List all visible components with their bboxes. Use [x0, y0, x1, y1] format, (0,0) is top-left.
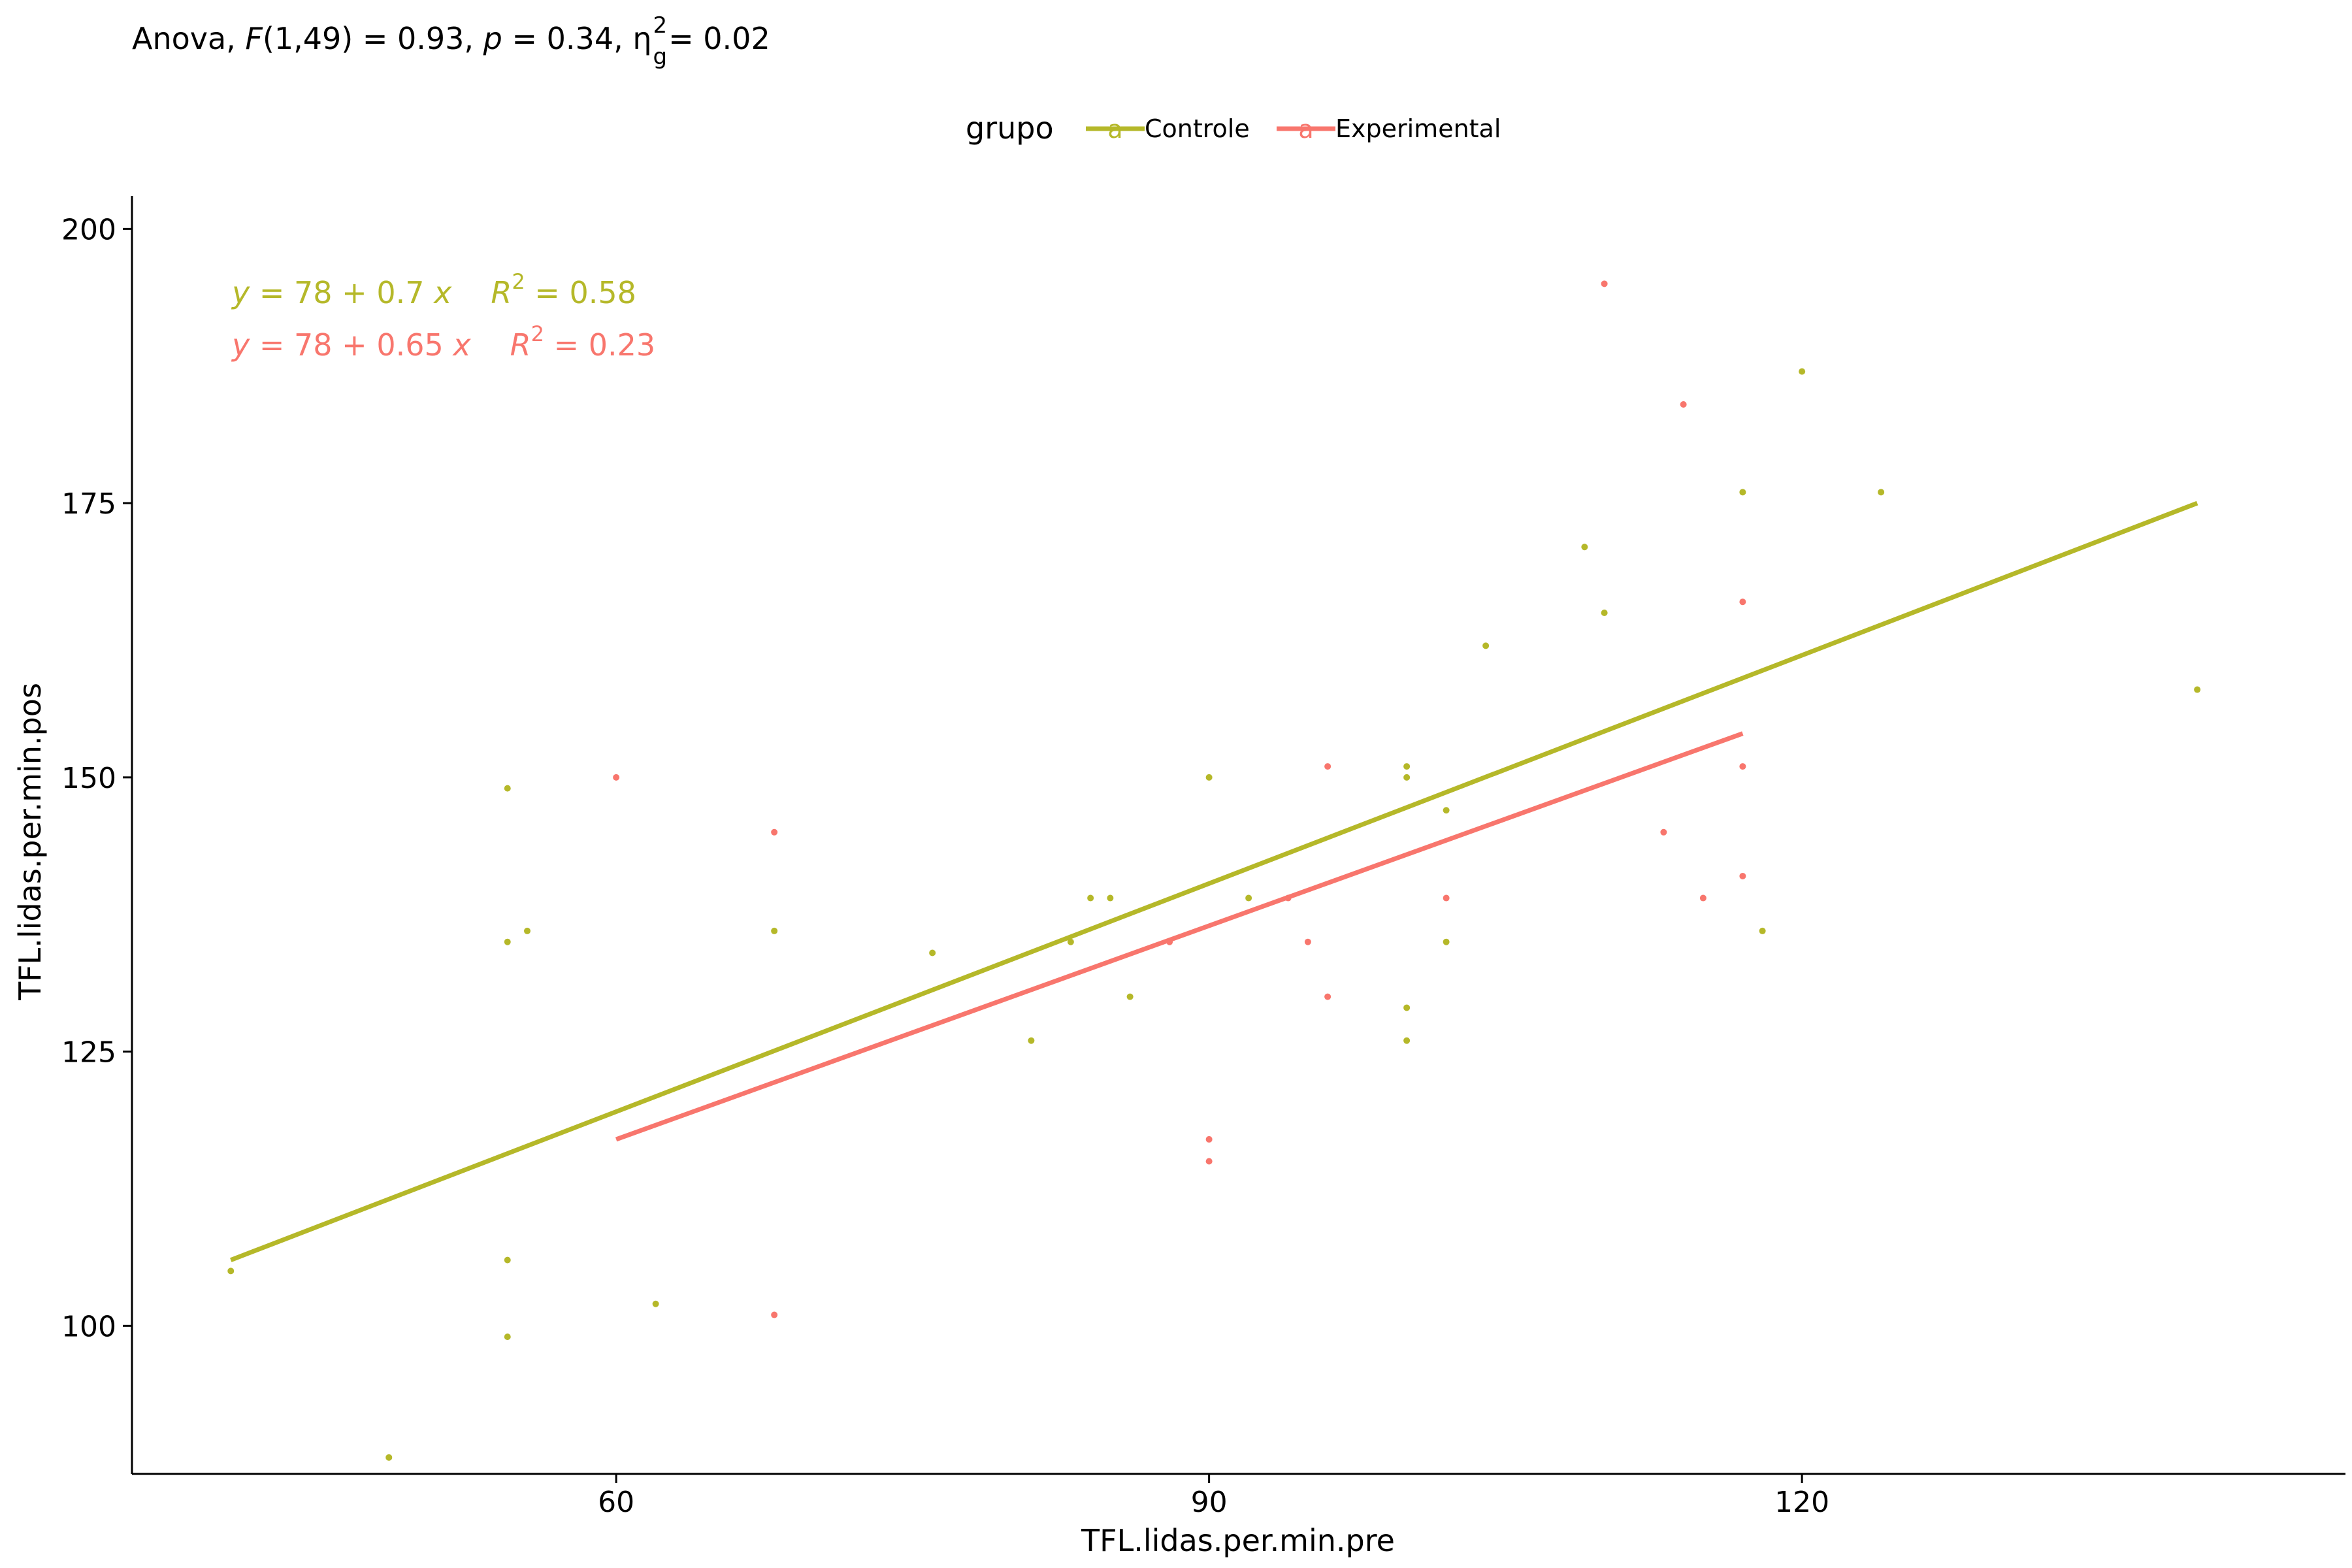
anova-prefix: Anova, [132, 21, 245, 56]
anova-eta-symbol: η [632, 21, 651, 56]
anova-annotation: Anova, F(1,49) = 0.93, p = 0.34, η [132, 21, 651, 56]
data-point-experimental [1205, 1158, 1213, 1165]
data-point-controle [1601, 610, 1608, 617]
data-point-controle [1205, 774, 1213, 781]
y-axis-ticks: 100 125 150 175 200 [61, 213, 132, 1343]
data-point-experimental [771, 828, 778, 836]
data-point-controle [1403, 1004, 1411, 1011]
y-axis-title: TFL.lidas.per.min.pos [12, 683, 48, 1001]
data-point-controle [1087, 894, 1094, 902]
data-point-experimental [1324, 993, 1331, 1000]
data-point-controle [1878, 489, 1885, 496]
data-point-controle [771, 927, 778, 934]
data-point-controle [1739, 489, 1746, 496]
data-point-experimental [613, 774, 620, 781]
data-point-experimental [1699, 894, 1707, 902]
x-tick-label: 60 [598, 1486, 634, 1519]
y-tick-label: 200 [61, 213, 116, 246]
data-point-controle [504, 1256, 511, 1264]
data-point-controle [1028, 1037, 1035, 1044]
data-point-controle [1581, 544, 1588, 551]
data-point-controle [1403, 763, 1411, 770]
data-point-experimental [1739, 763, 1746, 770]
data-point-controle [1482, 642, 1490, 649]
legend-title: grupo [966, 110, 1054, 146]
legend-item-controle: a Controle [1086, 114, 1250, 144]
fit-lines-layer [229, 500, 2198, 1262]
anova-p-symbol: p [483, 21, 502, 56]
regression-line-controle [229, 500, 2198, 1262]
data-point-controle [1067, 938, 1074, 945]
points-layer [227, 280, 2201, 1461]
y-tick-label: 175 [61, 487, 116, 521]
data-point-experimental [1443, 894, 1450, 902]
data-point-experimental [1680, 401, 1687, 408]
data-point-controle [524, 927, 531, 934]
equation-experimental: y = 78 + 0.65 x R2 = 0.23 [231, 321, 655, 363]
anova-eta-superscript: 2 [653, 12, 667, 39]
x-axis-ticks: 60 90 120 [598, 1474, 1829, 1519]
data-point-controle [504, 785, 511, 792]
y-tick-label: 100 [61, 1310, 116, 1343]
data-point-controle [1403, 774, 1411, 781]
data-point-controle [1799, 368, 1806, 375]
legend-label-controle: Controle [1145, 114, 1250, 143]
data-point-controle [2194, 686, 2201, 693]
data-point-experimental [1739, 872, 1746, 879]
data-point-experimental [1304, 938, 1311, 945]
data-point-experimental [1739, 598, 1746, 606]
legend: grupo a Controle a Experimental [966, 110, 1501, 146]
data-point-controle [652, 1300, 659, 1307]
anova-p-value: = 0.34, [502, 21, 632, 56]
data-point-controle [504, 938, 511, 945]
data-point-controle [1443, 807, 1450, 814]
anova-f-symbol: F [245, 21, 263, 56]
legend-label-experimental: Experimental [1335, 114, 1501, 143]
data-point-controle [1443, 938, 1450, 945]
equation-controle: y = 78 + 0.7 x R2 = 0.58 [231, 269, 636, 310]
anova-f-args: (1,49) = 0.93, [263, 21, 483, 56]
legend-key-glyph-experimental: a [1298, 115, 1313, 144]
data-point-controle [385, 1454, 393, 1461]
y-tick-label: 150 [61, 762, 116, 795]
regression-line-experimental [615, 731, 1744, 1142]
anova-eta-subscript: g [653, 44, 667, 70]
x-tick-label: 120 [1774, 1486, 1829, 1519]
anova-eta-value: = 0.02 [668, 21, 770, 56]
data-point-experimental [1601, 280, 1608, 287]
data-point-experimental [1660, 828, 1667, 836]
data-point-controle [929, 949, 936, 956]
data-point-experimental [1205, 1135, 1213, 1143]
data-point-experimental [1324, 763, 1331, 770]
data-point-controle [1245, 894, 1252, 902]
data-point-experimental [771, 1311, 778, 1318]
data-point-controle [1403, 1037, 1411, 1044]
data-point-controle [1107, 894, 1114, 902]
data-point-controle [1126, 993, 1134, 1000]
data-point-controle [227, 1267, 235, 1275]
x-axis-title: TFL.lidas.per.min.pre [1081, 1523, 1395, 1558]
x-tick-label: 90 [1191, 1486, 1228, 1519]
legend-key-glyph-controle: a [1107, 115, 1122, 144]
legend-item-experimental: a Experimental [1277, 114, 1501, 144]
data-point-controle [1759, 927, 1766, 934]
y-tick-label: 125 [61, 1036, 116, 1070]
data-point-controle [504, 1333, 511, 1341]
